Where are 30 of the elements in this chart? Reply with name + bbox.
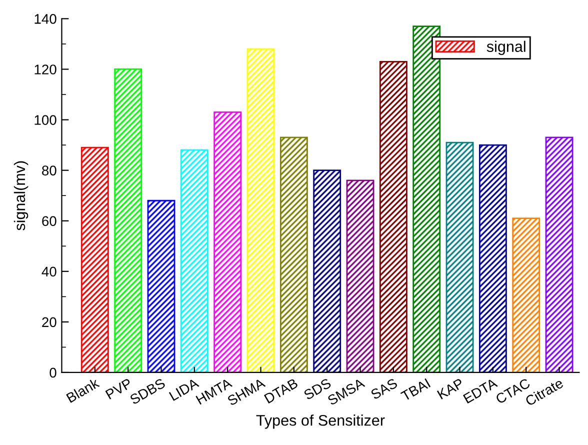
bar (214, 111, 242, 372)
legend-label: signal (486, 40, 526, 56)
bar (114, 68, 142, 372)
bar (346, 180, 374, 372)
bar (379, 60, 408, 372)
bar (180, 149, 208, 372)
y-tick-label: 100 (34, 115, 56, 125)
bar (313, 170, 342, 372)
bar (545, 136, 574, 372)
bar (512, 218, 540, 372)
bar (478, 144, 507, 372)
x-axis-title: Types of Sensitizer (256, 414, 385, 429)
y-tick-label: 140 (34, 14, 56, 24)
bar (280, 136, 308, 372)
x-tick-label: TBAI (400, 378, 431, 402)
bar (446, 142, 474, 372)
y-tick-label: 20 (42, 317, 56, 328)
y-axis-title: signal(mv) (14, 161, 28, 230)
y-tick-label: 120 (34, 64, 56, 74)
y-tick-label: 60 (42, 216, 56, 226)
y-tick-label: 0 (50, 368, 56, 378)
x-tick-label: Blank (66, 377, 100, 403)
y-tick-label: 80 (42, 166, 56, 176)
x-tick-label: SAS (370, 378, 398, 400)
x-tick-label: KAP (436, 378, 464, 400)
bar (147, 200, 176, 372)
y-tick-label: 40 (42, 266, 56, 277)
bar (412, 26, 441, 372)
bar (80, 146, 109, 372)
bar (246, 48, 275, 372)
